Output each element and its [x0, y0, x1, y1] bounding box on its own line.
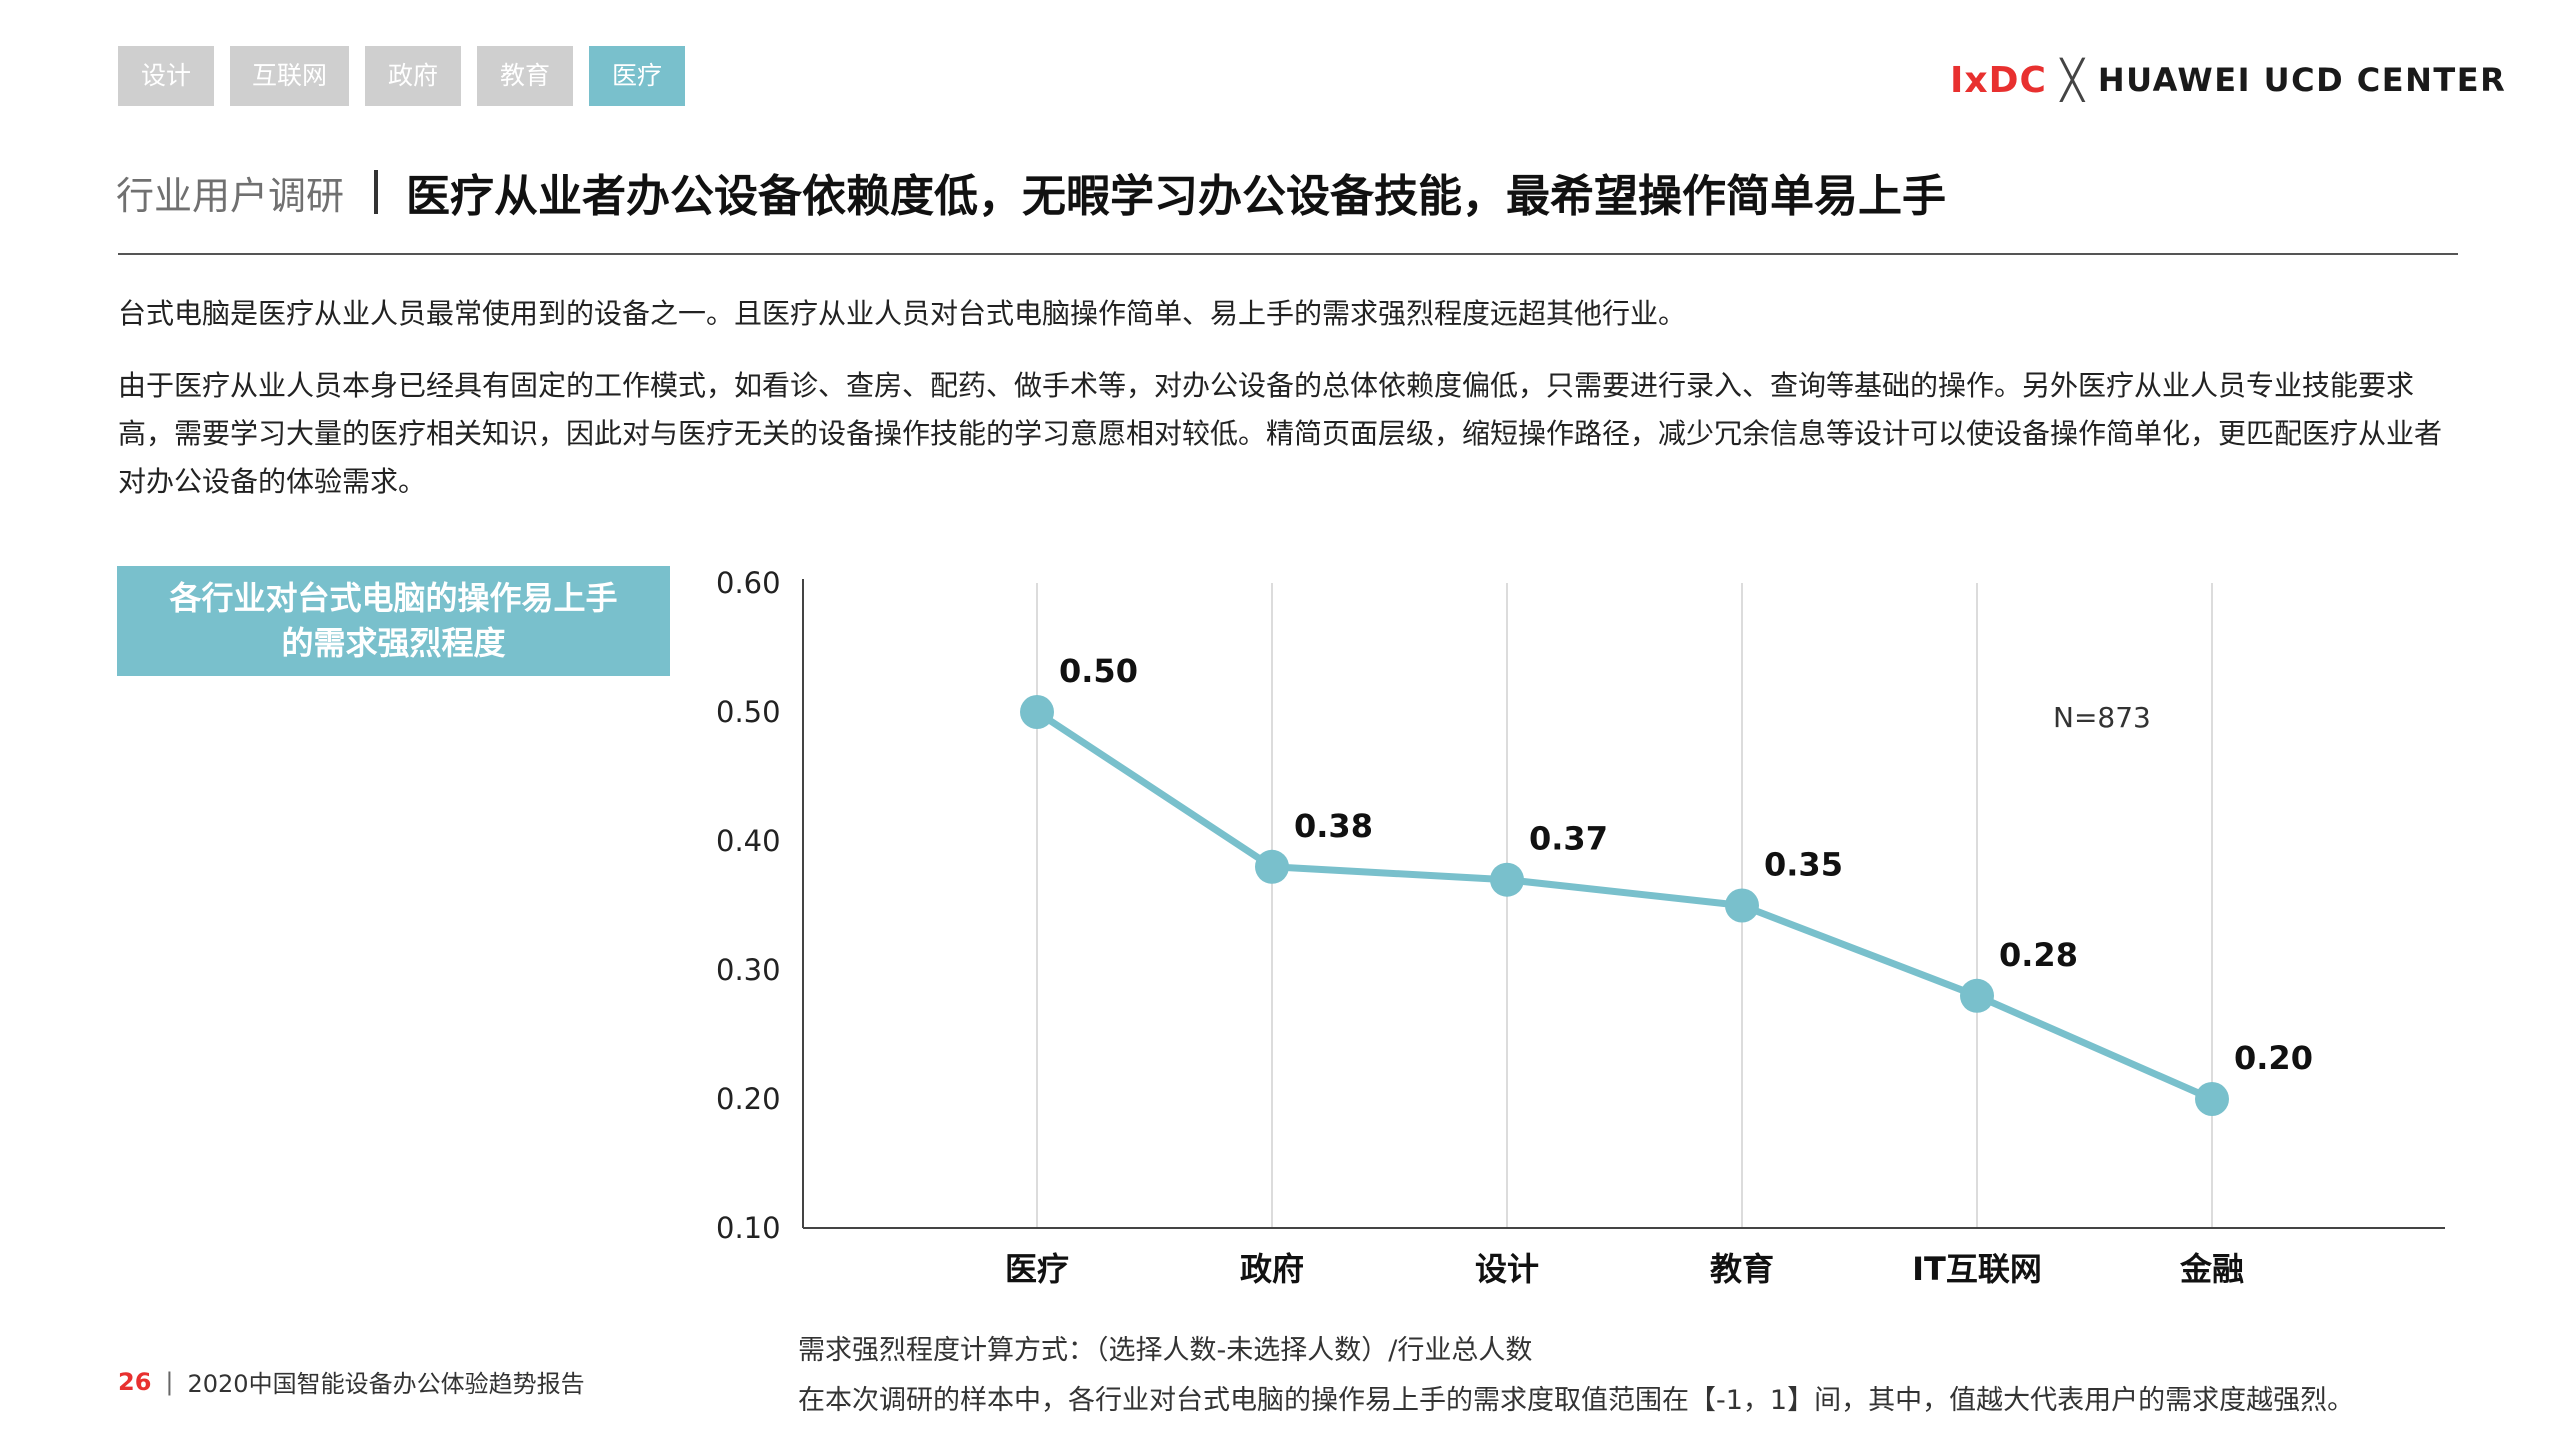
data-point [1725, 888, 1759, 923]
title-divider [374, 170, 379, 214]
page-footer: 26 | 2020中国智能设备办公体验趋势报告 [118, 1364, 585, 1399]
series-line [1033, 708, 2216, 1103]
cross-icon: ╳ [2060, 58, 2084, 102]
data-label: 0.37 [1529, 820, 1608, 858]
data-point [1960, 978, 1994, 1013]
chart-title-line-2: 的需求强烈程度 [281, 624, 506, 662]
page-title: 医疗从业者办公设备依赖度低，无暇学习办公设备技能，最希望操作简单易上手 [406, 171, 1947, 222]
category-tabs: 设计 互联网 政府 教育 医疗 [118, 46, 686, 106]
intro-paragraph: 台式电脑是医疗从业人员最常使用到的设备之一。且医疗从业人员对台式电脑操作简单、易… [118, 297, 1687, 330]
footer-separator: | [165, 1367, 174, 1396]
data-label: 0.28 [1999, 936, 2078, 974]
chart-title-box: 各行业对台式电脑的操作易上手 的需求强烈程度 [117, 566, 670, 676]
tab-education[interactable]: 教育 [477, 46, 574, 106]
tab-medical[interactable]: 医疗 [589, 46, 686, 106]
section-label: 行业用户调研 [116, 173, 345, 218]
chart-title-line-1: 各行业对台式电脑的操作易上手 [169, 579, 618, 617]
report-name: 2020中国智能设备办公体验趋势报告 [187, 1370, 585, 1398]
data-label: 0.38 [1294, 807, 1373, 845]
y-tick-label: 0.20 [716, 1082, 781, 1116]
calculation-note: 需求强烈程度计算方式：（选择人数-未选择人数）/行业总人数 [798, 1335, 1533, 1366]
y-tick-label: 0.50 [716, 695, 781, 729]
range-note: 在本次调研的样本中，各行业对台式电脑的操作易上手的需求度取值范围在【-1，1】间… [798, 1385, 2355, 1416]
x-tick-label: 教育 [1710, 1250, 1774, 1288]
data-label: 0.35 [1764, 846, 1843, 884]
y-tick-label: 0.10 [716, 1211, 781, 1245]
data-label: 0.50 [1059, 652, 1138, 690]
x-tick-label: IT互联网 [1912, 1250, 2042, 1288]
data-point [1490, 862, 1524, 897]
x-tick-label: 设计 [1475, 1250, 1539, 1288]
tab-internet[interactable]: 互联网 [230, 46, 350, 106]
x-tick-label: 医疗 [1005, 1250, 1069, 1288]
data-point [1020, 695, 1054, 729]
brand-logo: IxDC ╳ HUAWEI UCD CENTER [1950, 58, 2506, 102]
data-point [1255, 849, 1289, 884]
header-divider [118, 253, 2458, 255]
y-tick-label: 0.60 [716, 566, 781, 600]
tab-design[interactable]: 设计 [118, 46, 214, 106]
ixdc-logo: IxDC [1950, 59, 2047, 101]
detail-paragraph: 由于医疗从业人员本身已经具有固定的工作模式，如看诊、查房、配药、做手术等，对办公… [118, 369, 2443, 498]
x-tick-label: 政府 [1240, 1250, 1304, 1288]
page-number: 26 [118, 1367, 152, 1396]
x-tick-label: 金融 [2179, 1250, 2244, 1288]
data-point [2195, 1082, 2229, 1116]
page-header: 行业用户调研 医疗从业者办公设备依赖度低，无暇学习办公设备技能，最希望操作简单易… [116, 160, 1946, 224]
y-tick-label: 0.40 [716, 824, 781, 858]
sample-size-annotation: N=873 [2053, 701, 2151, 734]
tab-government[interactable]: 政府 [365, 46, 462, 106]
y-tick-label: 0.30 [716, 953, 781, 987]
data-label: 0.20 [2234, 1039, 2313, 1077]
huawei-ucd-logo: HUAWEI UCD CENTER [2097, 61, 2507, 99]
